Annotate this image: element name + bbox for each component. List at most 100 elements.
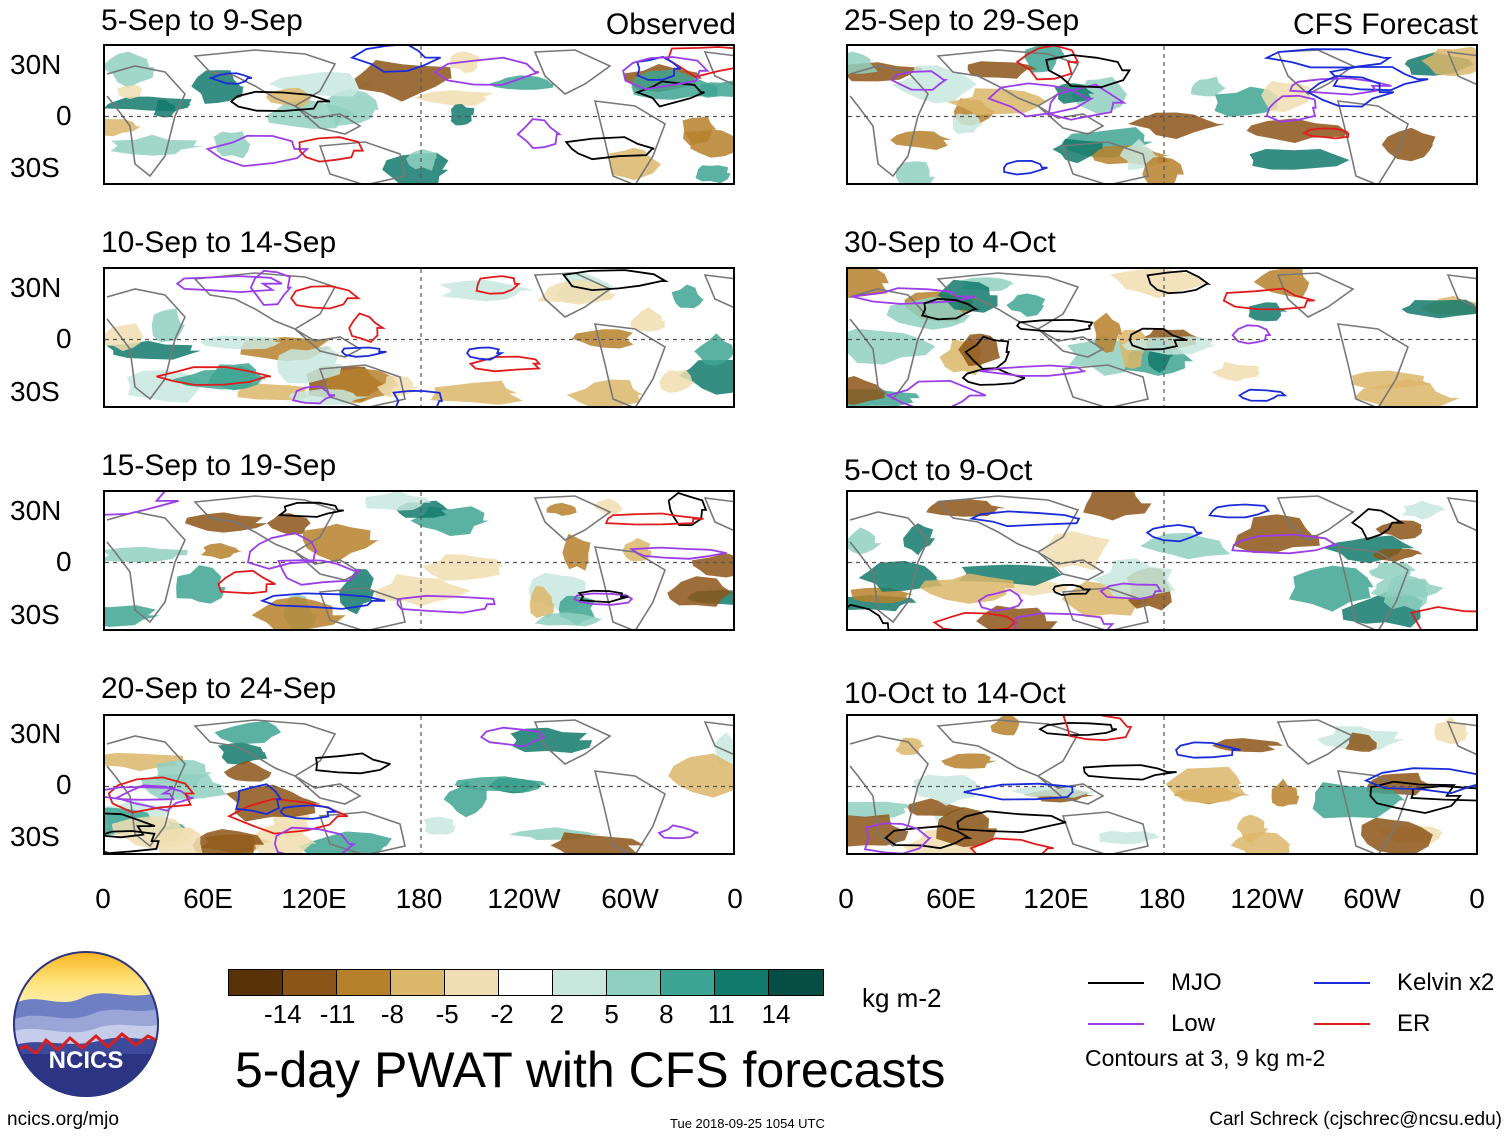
pwat-anomaly-shading: [848, 801, 914, 818]
wave-filter-contour: [1302, 127, 1350, 140]
pwat-anomaly-shading: [225, 784, 321, 822]
wave-filter-contour: [246, 532, 318, 570]
legend-label-low: Low: [1171, 1010, 1216, 1037]
coastline: [1037, 105, 1105, 135]
pwat-anomaly-shading: [510, 727, 593, 753]
pwat-anomaly-shading: [105, 118, 141, 137]
map-panel-fcst-3: [846, 490, 1478, 631]
lat-label-0-row2: 0: [56, 323, 72, 354]
lat-label-30n-row3: 30N: [10, 495, 62, 526]
pwat-anomaly-shading: [1288, 565, 1374, 612]
pwat-anomaly-shading: [277, 345, 342, 384]
coastline: [1276, 495, 1355, 541]
pwat-anomaly-shading: [990, 716, 1020, 736]
pwat-anomaly-shading: [117, 85, 142, 100]
lon-label-0e-right: 0: [1469, 883, 1485, 914]
colorbar: [228, 969, 824, 996]
pwat-anomaly-shading: [529, 586, 554, 619]
lon-label-120e-right: 120E: [1023, 883, 1089, 914]
pwat-anomaly-shading: [217, 742, 268, 765]
pwat-anomaly-shading: [253, 822, 317, 853]
pwat-anomaly-shading: [630, 307, 665, 332]
wave-filter-contour: [1238, 388, 1288, 402]
coastline: [703, 51, 733, 86]
wave-filter-contour: [987, 82, 1095, 118]
wave-filter-contour: [315, 752, 391, 775]
wave-filter-contour: [349, 46, 441, 73]
panel-title-obs-2: 10-Sep to 14-Sep: [101, 226, 337, 259]
pwat-anomaly-shading: [339, 568, 375, 615]
coastline: [533, 495, 612, 541]
coastline: [318, 811, 406, 853]
pwat-anomaly-shading: [682, 116, 717, 146]
wave-filter-contour: [105, 830, 160, 853]
pwat-map-fcst-2: [848, 269, 1476, 406]
lon-label-120w-right: 120W: [1230, 883, 1304, 914]
pwat-anomaly-shading: [1249, 149, 1351, 170]
coastline: [1061, 587, 1149, 629]
pwat-anomaly-shading: [848, 376, 885, 405]
wave-filter-contour: [963, 782, 1074, 801]
pwat-anomaly-shading: [105, 546, 188, 563]
pwat-anomaly-shading: [298, 831, 392, 853]
wave-filter-contour: [208, 72, 253, 85]
wave-filter-contour: [1207, 503, 1271, 519]
pwat-map-fcst-1: [848, 46, 1476, 183]
panel-title-fcst-4: 10-Oct to 14-Oct: [844, 677, 1066, 710]
colorbar-swatch: [715, 970, 769, 995]
lon-label-0-left: 0: [95, 883, 111, 914]
colorbar-tick-label: -2: [490, 999, 514, 1029]
pwat-anomaly-shading: [958, 333, 1000, 367]
legend-label-er: ER: [1397, 1010, 1431, 1037]
wave-filter-contour: [1222, 287, 1315, 311]
legend-label-mjo: MJO: [1171, 969, 1222, 996]
wave-filter-contour: [884, 825, 973, 850]
pwat-anomaly-shading: [105, 323, 144, 352]
pwat-anomaly-shading: [423, 816, 455, 835]
lat-label-30n-row1: 30N: [10, 49, 62, 80]
coastline: [1037, 551, 1105, 581]
pwat-anomaly-shading: [223, 760, 272, 782]
pwat-anomaly-shading: [919, 573, 1015, 604]
legend-line-low: [1088, 1023, 1144, 1025]
lon-label-60w-left: 60W: [601, 883, 659, 914]
wave-filter-contour: [105, 492, 179, 516]
legend-label-kelvin: Kelvin x2: [1397, 969, 1495, 996]
wave-filter-contour: [564, 136, 655, 161]
pwat-anomaly-shading: [967, 61, 1038, 79]
pwat-anomaly-shading: [200, 335, 281, 350]
coastline: [1446, 721, 1476, 756]
wave-filter-contour: [1263, 48, 1393, 69]
colorbar-tick-label: -8: [380, 999, 404, 1029]
wave-filter-contour: [961, 368, 1026, 386]
pwat-anomaly-shading: [913, 774, 981, 806]
pwat-anomaly-shading: [489, 75, 554, 90]
wave-filter-contour: [848, 603, 890, 629]
coastline: [1276, 719, 1355, 765]
wave-filter-contour: [1016, 318, 1094, 333]
wave-filter-contour: [932, 611, 1019, 629]
legend-line-kelvin: [1314, 982, 1370, 984]
panel-title-fcst-1: 25-Sep to 29-Sep: [844, 4, 1080, 37]
footer-url[interactable]: ncics.org/mjo: [7, 1109, 119, 1130]
wave-filter-contour: [1047, 83, 1127, 121]
wave-filter-contour: [1128, 327, 1188, 351]
pwat-anomaly-shading: [850, 587, 914, 604]
coastline: [294, 551, 362, 581]
pwat-anomaly-shading: [105, 51, 155, 89]
coastline: [318, 141, 406, 183]
footer-author: Carl Schreck (cjschrec@ncsu.edu): [1209, 1109, 1502, 1130]
coastline: [1061, 364, 1149, 406]
wave-filter-contour: [622, 56, 710, 91]
wave-filter-contour: [890, 70, 949, 91]
lat-label-30s-row4: 30S: [10, 821, 60, 852]
pwat-anomaly-shading: [1039, 531, 1110, 571]
colorbar-swatch: [391, 970, 445, 995]
wave-filter-contour: [475, 275, 521, 295]
wave-filter-contour: [479, 726, 546, 748]
wave-filter-contour: [277, 501, 344, 518]
coastline: [1336, 546, 1409, 629]
lat-label-30s-row1: 30S: [10, 152, 60, 183]
panel-title-obs-1: 5-Sep to 9-Sep: [101, 4, 303, 37]
wave-filter-contour: [1231, 533, 1339, 555]
